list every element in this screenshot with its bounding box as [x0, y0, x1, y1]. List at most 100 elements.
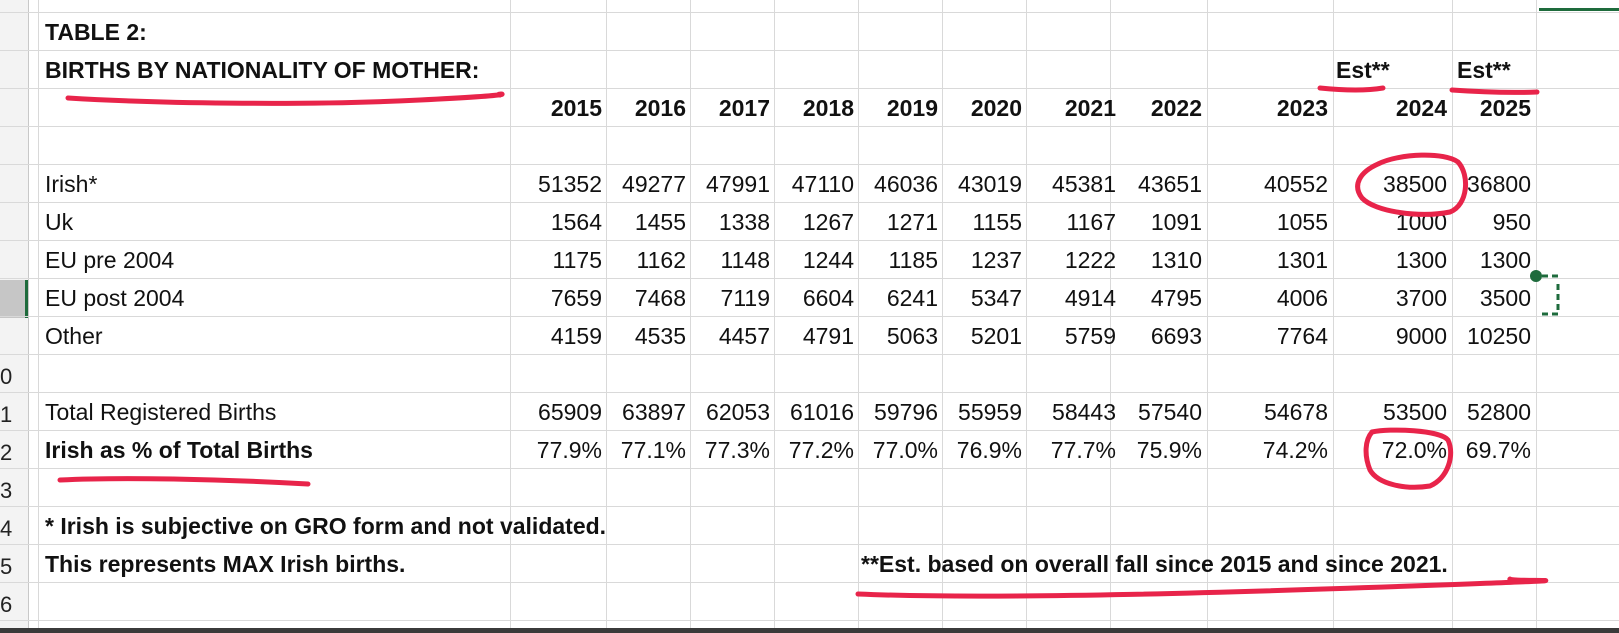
selection-border[interactable]	[1530, 266, 1560, 316]
value-cell[interactable]: 4795	[1150, 285, 1202, 311]
row-label[interactable]: EU pre 2004	[45, 247, 175, 273]
value-cell[interactable]: 5063	[886, 323, 938, 349]
row-label[interactable]: Other	[45, 323, 103, 349]
value-cell[interactable]: 1338	[718, 209, 770, 235]
value-cell[interactable]: 77.2%	[788, 437, 854, 463]
value-cell[interactable]: 1237	[970, 247, 1022, 273]
row-number[interactable]: 0	[0, 364, 13, 389]
value-cell[interactable]: 63897	[622, 399, 686, 425]
value-cell[interactable]: 77.9%	[536, 437, 602, 463]
footnote-irish[interactable]: * Irish is subjective on GRO form and no…	[45, 513, 607, 539]
value-cell[interactable]: 77.3%	[704, 437, 770, 463]
value-cell[interactable]: 1267	[802, 209, 854, 235]
value-cell[interactable]: 3500	[1479, 285, 1531, 311]
value-cell[interactable]: 6604	[802, 285, 854, 311]
value-cell[interactable]: 5201	[970, 323, 1022, 349]
row-number[interactable]: 2	[0, 440, 13, 465]
value-cell[interactable]: 1055	[1276, 209, 1328, 235]
year-header[interactable]: 2016	[634, 95, 686, 121]
value-cell[interactable]: 5759	[1064, 323, 1116, 349]
value-cell[interactable]: 1310	[1150, 247, 1202, 273]
value-cell[interactable]: 6693	[1150, 323, 1202, 349]
value-cell[interactable]: 72.0%	[1381, 437, 1447, 463]
row-number[interactable]: 6	[0, 592, 13, 617]
value-cell[interactable]: 46036	[874, 171, 938, 197]
value-cell[interactable]: 10250	[1467, 323, 1531, 349]
value-cell[interactable]: 51352	[538, 171, 602, 197]
value-cell[interactable]: 9000	[1395, 323, 1447, 349]
value-cell[interactable]: 1000	[1395, 209, 1447, 235]
value-cell[interactable]: 69.7%	[1465, 437, 1531, 463]
year-header[interactable]: 2023	[1276, 95, 1328, 121]
row-number[interactable]: 3	[0, 478, 13, 503]
value-cell[interactable]: 4791	[802, 323, 854, 349]
year-header[interactable]: 2018	[802, 95, 854, 121]
row-number[interactable]: 4	[0, 516, 13, 541]
value-cell[interactable]: 65909	[538, 399, 602, 425]
footnote-max[interactable]: This represents MAX Irish births.	[45, 551, 406, 577]
value-cell[interactable]: 62053	[706, 399, 770, 425]
value-cell[interactable]: 7468	[634, 285, 686, 311]
row-number[interactable]: 5	[0, 554, 13, 579]
value-cell[interactable]: 1148	[720, 247, 770, 273]
value-cell[interactable]: 47991	[706, 171, 770, 197]
row-label[interactable]: Uk	[45, 209, 74, 235]
value-cell[interactable]: 1162	[636, 247, 686, 273]
value-cell[interactable]: 1301	[1276, 247, 1328, 273]
value-cell[interactable]: 1244	[802, 247, 854, 273]
row-label[interactable]: EU post 2004	[45, 285, 185, 311]
value-cell[interactable]: 53500	[1383, 399, 1447, 425]
value-cell[interactable]: 950	[1492, 209, 1531, 235]
value-cell[interactable]: 77.1%	[620, 437, 686, 463]
value-cell[interactable]: 4914	[1064, 285, 1116, 311]
value-cell[interactable]: 7764	[1276, 323, 1328, 349]
value-cell[interactable]: 45381	[1052, 171, 1116, 197]
value-cell[interactable]: 3700	[1395, 285, 1447, 311]
value-cell[interactable]: 1185	[888, 247, 938, 273]
selection-handle-icon[interactable]	[1528, 266, 1618, 326]
value-cell[interactable]: 1091	[1150, 209, 1202, 235]
value-cell[interactable]: 4535	[634, 323, 686, 349]
footnote-estimate[interactable]: **Est. based on overall fall since 2015 …	[861, 551, 1448, 577]
value-cell[interactable]: 1300	[1479, 247, 1531, 273]
value-cell[interactable]: 76.9%	[956, 437, 1022, 463]
row-label[interactable]: Irish as % of Total Births	[45, 437, 313, 463]
value-cell[interactable]: 77.7%	[1050, 437, 1116, 463]
value-cell[interactable]: 43019	[958, 171, 1022, 197]
value-cell[interactable]: 61016	[790, 399, 854, 425]
value-cell[interactable]: 58443	[1052, 399, 1116, 425]
table-title[interactable]: TABLE 2:	[45, 19, 147, 45]
row-number[interactable]: 1	[0, 402, 13, 427]
est-label[interactable]: Est**	[1336, 57, 1390, 83]
value-cell[interactable]: 40552	[1264, 171, 1328, 197]
value-cell[interactable]: 49277	[622, 171, 686, 197]
value-cell[interactable]: 6241	[886, 285, 938, 311]
value-cell[interactable]: 74.2%	[1262, 437, 1328, 463]
table-subtitle[interactable]: BIRTHS BY NATIONALITY OF MOTHER:	[45, 57, 480, 83]
row-label[interactable]: Irish*	[45, 171, 98, 197]
row-label[interactable]: Total Registered Births	[45, 399, 277, 425]
value-cell[interactable]: 1167	[1066, 209, 1116, 235]
year-header[interactable]: 2017	[718, 95, 770, 121]
value-cell[interactable]: 4006	[1276, 285, 1328, 311]
value-cell[interactable]: 4159	[550, 323, 602, 349]
value-cell[interactable]: 7119	[720, 285, 770, 311]
value-cell[interactable]: 36800	[1467, 171, 1531, 197]
value-cell[interactable]: 52800	[1467, 399, 1531, 425]
value-cell[interactable]: 1155	[972, 209, 1022, 235]
value-cell[interactable]: 7659	[550, 285, 602, 311]
value-cell[interactable]: 5347	[970, 285, 1022, 311]
year-header[interactable]: 2020	[970, 95, 1022, 121]
value-cell[interactable]: 47110	[791, 171, 854, 197]
year-header[interactable]: 2019	[886, 95, 938, 121]
value-cell[interactable]: 1222	[1064, 247, 1116, 273]
value-cell[interactable]: 1455	[634, 209, 686, 235]
value-cell[interactable]: 55959	[958, 399, 1022, 425]
year-header[interactable]: 2025	[1479, 95, 1531, 121]
value-cell[interactable]: 43651	[1138, 171, 1202, 197]
value-cell[interactable]: 38500	[1383, 171, 1447, 197]
year-header[interactable]: 2021	[1064, 95, 1116, 121]
year-header[interactable]: 2024	[1395, 95, 1447, 121]
value-cell[interactable]: 75.9%	[1136, 437, 1202, 463]
